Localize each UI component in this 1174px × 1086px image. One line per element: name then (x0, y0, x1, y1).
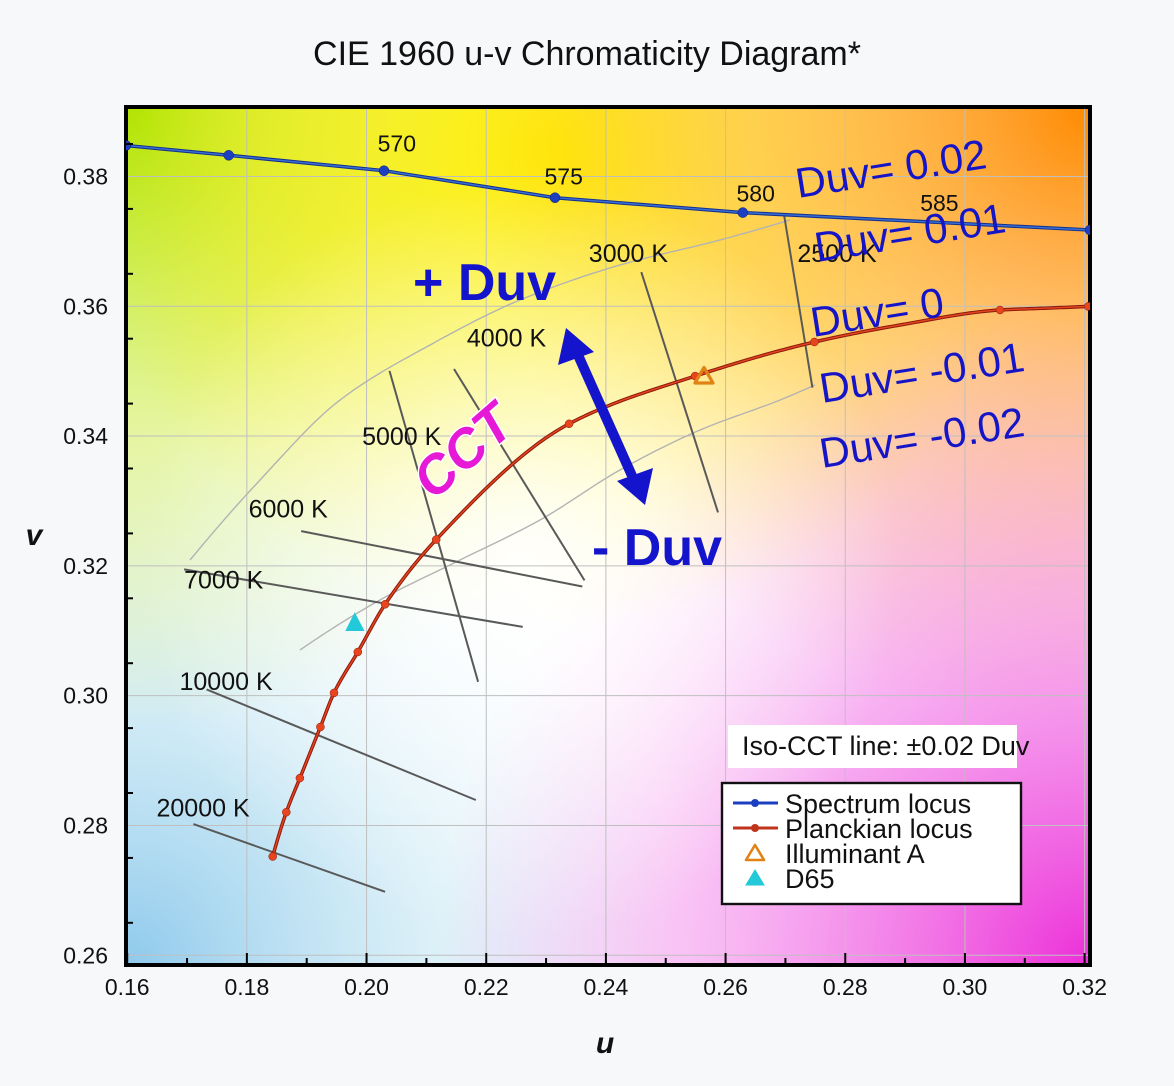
svg-text:v: v (26, 519, 45, 552)
svg-text:CIE 1960 u-v Chromaticity Diag: CIE 1960 u-v Chromaticity Diagram* (313, 35, 861, 73)
svg-text:0.28: 0.28 (63, 812, 108, 838)
svg-text:0.24: 0.24 (584, 974, 629, 1000)
svg-text:0.32: 0.32 (63, 553, 108, 579)
svg-text:D65: D65 (785, 864, 835, 894)
svg-text:0.30: 0.30 (63, 683, 108, 709)
svg-text:- Duv: - Duv (592, 519, 722, 577)
svg-text:580: 580 (737, 180, 775, 206)
svg-text:0.16: 0.16 (105, 974, 150, 1000)
svg-text:0.26: 0.26 (703, 974, 748, 1000)
svg-text:7000 K: 7000 K (184, 567, 264, 595)
svg-text:0.36: 0.36 (63, 293, 108, 319)
svg-text:0.32: 0.32 (1062, 974, 1107, 1000)
svg-text:6000 K: 6000 K (249, 495, 329, 523)
svg-text:u: u (596, 1027, 614, 1060)
svg-text:20000 K: 20000 K (157, 795, 250, 823)
svg-text:10000 K: 10000 K (180, 668, 273, 696)
svg-text:0.38: 0.38 (63, 163, 108, 189)
svg-text:575: 575 (545, 164, 583, 190)
svg-text:0.34: 0.34 (63, 423, 108, 449)
svg-text:0.26: 0.26 (63, 942, 108, 968)
svg-text:+ Duv: + Duv (413, 254, 556, 312)
svg-text:570: 570 (378, 130, 416, 156)
svg-text:0.20: 0.20 (344, 974, 389, 1000)
svg-text:4000 K: 4000 K (467, 324, 547, 352)
svg-text:0.28: 0.28 (823, 974, 868, 1000)
svg-text:0.22: 0.22 (464, 974, 509, 1000)
svg-text:0.30: 0.30 (943, 974, 988, 1000)
svg-text:0.18: 0.18 (224, 974, 269, 1000)
svg-text:3000 K: 3000 K (589, 240, 669, 268)
svg-text:Iso-CCT line: ±0.02 Duv: Iso-CCT line: ±0.02 Duv (742, 731, 1030, 761)
